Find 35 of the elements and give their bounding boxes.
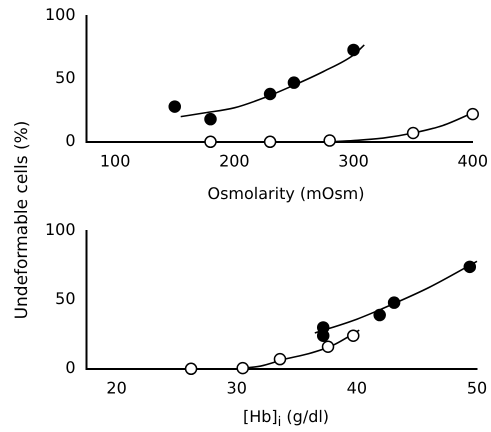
point — [204, 112, 217, 126]
y-tick-label: 50 — [55, 289, 76, 308]
x-tick-label: 400 — [457, 152, 488, 171]
x-tick-label: 50 — [466, 378, 488, 398]
point — [347, 329, 360, 342]
point — [464, 260, 476, 274]
point — [406, 126, 420, 140]
point — [322, 340, 334, 353]
point — [347, 44, 360, 56]
point — [323, 134, 336, 147]
y-tick-label: 100 — [44, 220, 76, 240]
point — [264, 136, 276, 148]
x-axis-title: [Hb]$_{i}$ (g/dl) — [242, 406, 330, 430]
x-tick-label: 300 — [338, 152, 369, 171]
point — [168, 100, 181, 113]
x-tick-label: 100 — [100, 152, 130, 171]
x-tick-label: 20 — [106, 378, 127, 398]
point — [466, 108, 479, 120]
point — [184, 362, 198, 376]
point — [288, 76, 300, 89]
y-tick-label: 0 — [65, 358, 76, 377]
point — [274, 352, 286, 366]
y-axis-title: Undeformable cells (%) — [12, 120, 32, 320]
point — [264, 88, 276, 100]
x-tick-label: 30 — [226, 378, 247, 398]
point — [236, 362, 249, 374]
x-tick-label: 200 — [219, 152, 250, 171]
point — [388, 296, 400, 309]
y-tick-label: 0 — [65, 130, 76, 150]
point — [204, 136, 217, 148]
y-tick-label: 50 — [55, 68, 76, 88]
point — [373, 308, 386, 322]
y-tick-label: 100 — [44, 5, 76, 24]
x-tick-label: 40 — [346, 378, 368, 398]
x-axis-title: Osmolarity (mOsm) — [208, 184, 364, 203]
